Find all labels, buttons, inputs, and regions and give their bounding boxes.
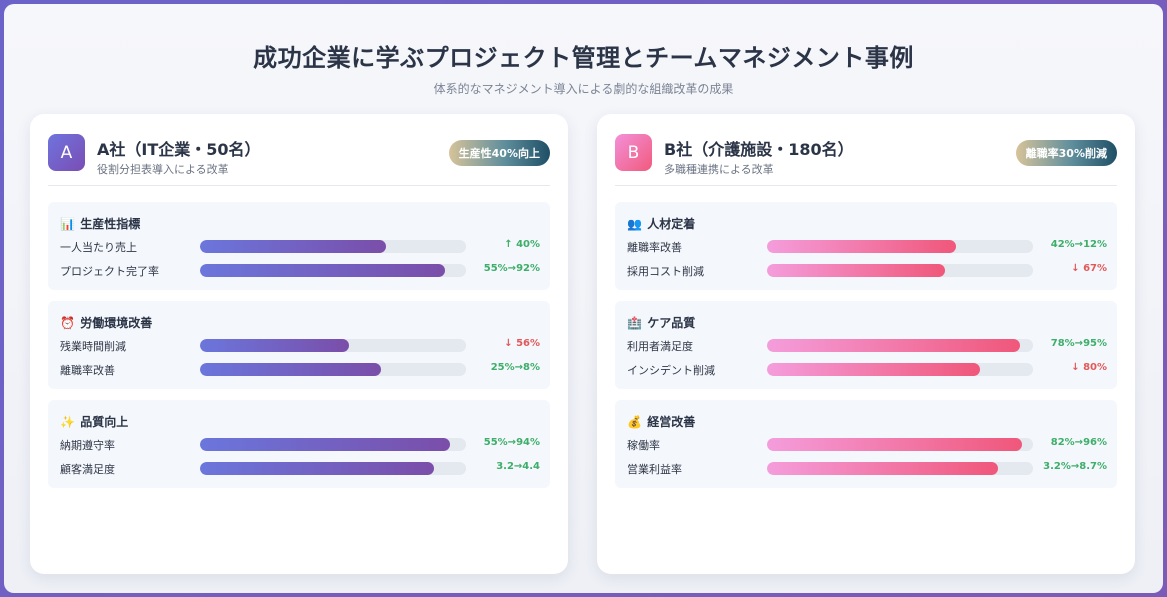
section-title: 👥 人材定着: [627, 215, 695, 232]
section-title-label: 人材定着: [647, 217, 696, 231]
company-description: 役割分担表導入による改革: [97, 163, 229, 176]
metric-value: 55%→94%: [483, 437, 540, 448]
metric-value: ↓ 56%: [504, 338, 540, 349]
card-header: A A社（IT企業・50名） 役割分担表導入による改革 生産性40%向上: [48, 134, 550, 186]
company-avatar: A: [48, 134, 85, 171]
metric-value: 55%→92%: [483, 263, 540, 274]
section-title: 🏥 ケア品質: [627, 314, 695, 331]
metric-progress-bar: [200, 264, 466, 277]
metric-row: 離職率改善 25%→8%: [60, 361, 540, 377]
metric-label: 離職率改善: [627, 241, 682, 254]
metric-value: 25%→8%: [490, 362, 540, 373]
metric-row: 一人当たり売上 ↑ 40%: [60, 238, 540, 254]
section-title: ⏰ 労働環境改善: [60, 314, 152, 331]
metric-label: 一人当たり売上: [60, 241, 137, 254]
company-description: 多職種連携による改革: [664, 163, 774, 176]
metric-label: 稼働率: [627, 439, 660, 452]
metric-progress-bar: [767, 438, 1033, 451]
metric-value: ↓ 80%: [1071, 362, 1107, 373]
section-title-label: 品質向上: [80, 415, 129, 429]
section-title-label: 経営改善: [647, 415, 696, 429]
metric-row: 顧客満足度 3.2→4.4: [60, 460, 540, 476]
metric-progress-fill: [767, 240, 956, 253]
metric-row: インシデント削減 ↓ 80%: [627, 361, 1107, 377]
section-title-label: 労働環境改善: [80, 316, 153, 330]
card-header: B B社（介護施設・180名） 多職種連携による改革 離職率30%削減: [615, 134, 1117, 186]
metric-progress-bar: [767, 363, 1033, 376]
metric-label: 納期遵守率: [60, 439, 115, 452]
metric-row: 稼働率 82%→96%: [627, 436, 1107, 452]
metric-value: 42%→12%: [1050, 239, 1107, 250]
metric-label: 顧客満足度: [60, 463, 115, 476]
metric-progress-bar: [200, 363, 466, 376]
bar-chart-icon: 📊: [60, 217, 75, 231]
page-title: 成功企業に学ぶプロジェクト管理とチームマネジメント事例: [253, 44, 914, 72]
metric-label: 離職率改善: [60, 364, 115, 377]
metric-value: 82%→96%: [1050, 437, 1107, 448]
section-title: 💰 経営改善: [627, 413, 695, 430]
metric-progress-bar: [767, 462, 1033, 475]
metric-progress-fill: [200, 462, 435, 475]
metric-progress-fill: [767, 462, 999, 475]
metric-section: ⏰ 労働環境改善 残業時間削減 ↓ 56% 離職率改善 25%→8%: [48, 301, 550, 389]
metric-label: インシデント削減: [627, 364, 715, 377]
metric-progress-fill: [767, 339, 1020, 352]
metric-progress-bar: [200, 240, 466, 253]
metric-row: 営業利益率 3.2%→8.7%: [627, 460, 1107, 476]
section-title: 📊 生産性指標: [60, 215, 140, 232]
metric-progress-fill: [200, 363, 381, 376]
metric-label: 営業利益率: [627, 463, 682, 476]
metric-label: 残業時間削減: [60, 340, 126, 353]
metric-progress-fill: [200, 264, 445, 277]
company-avatar: B: [615, 134, 652, 171]
money-bag-icon: 💰: [627, 415, 642, 429]
metric-value: ↓ 67%: [1071, 263, 1107, 274]
metric-progress-bar: [200, 462, 466, 475]
section-title: ✨ 品質向上: [60, 413, 128, 430]
people-icon: 👥: [627, 217, 642, 231]
hospital-icon: 🏥: [627, 316, 642, 330]
metric-value: 3.2%→8.7%: [1043, 461, 1107, 472]
metric-progress-fill: [767, 264, 946, 277]
result-badge: 生産性40%向上: [448, 140, 550, 166]
section-title-label: 生産性指標: [80, 217, 141, 231]
result-badge: 離職率30%削減: [1015, 140, 1117, 166]
metric-progress-bar: [767, 264, 1033, 277]
metric-row: プロジェクト完了率 55%→92%: [60, 262, 540, 278]
metric-row: 離職率改善 42%→12%: [627, 238, 1107, 254]
metric-progress-bar: [767, 240, 1033, 253]
metric-row: 採用コスト削減 ↓ 67%: [627, 262, 1107, 278]
metric-progress-fill: [200, 240, 387, 253]
metric-progress-fill: [200, 339, 349, 352]
metric-section: ✨ 品質向上 納期遵守率 55%→94% 顧客満足度 3.2→4.4: [48, 400, 550, 488]
metric-progress-bar: [200, 339, 466, 352]
metric-section: 💰 経営改善 稼働率 82%→96% 営業利益率 3.2%→8.7%: [615, 400, 1117, 488]
metric-section: 📊 生産性指標 一人当たり売上 ↑ 40% プロジェクト完了率 55%→92%: [48, 202, 550, 290]
metric-row: 利用者満足度 78%→95%: [627, 337, 1107, 353]
alarm-clock-icon: ⏰: [60, 316, 75, 330]
company-card-b: B B社（介護施設・180名） 多職種連携による改革 離職率30%削減 👥 人材…: [597, 114, 1135, 574]
metric-row: 納期遵守率 55%→94%: [60, 436, 540, 452]
metric-label: プロジェクト完了率: [60, 265, 159, 278]
metric-label: 採用コスト削減: [627, 265, 704, 278]
company-name: B社（介護施設・180名）: [664, 140, 854, 159]
section-title-label: ケア品質: [647, 316, 696, 330]
metric-label: 利用者満足度: [627, 340, 693, 353]
metric-progress-fill: [767, 438, 1023, 451]
metric-progress-bar: [767, 339, 1033, 352]
metric-value: 78%→95%: [1050, 338, 1107, 349]
company-name: A社（IT企業・50名）: [97, 140, 261, 159]
page-subtitle: 体系的なマネジメント導入による劇的な組織改革の成果: [433, 82, 734, 96]
metric-progress-fill: [767, 363, 980, 376]
metric-progress-bar: [200, 438, 466, 451]
metric-row: 残業時間削減 ↓ 56%: [60, 337, 540, 353]
sparkles-icon: ✨: [60, 415, 75, 429]
metric-section: 🏥 ケア品質 利用者満足度 78%→95% インシデント削減 ↓ 80%: [615, 301, 1117, 389]
page-frame: 成功企業に学ぶプロジェクト管理とチームマネジメント事例 体系的なマネジメント導入…: [4, 4, 1163, 593]
metric-progress-fill: [200, 438, 451, 451]
metric-section: 👥 人材定着 離職率改善 42%→12% 採用コスト削減 ↓ 67%: [615, 202, 1117, 290]
metric-value: 3.2→4.4: [496, 461, 540, 472]
company-card-a: A A社（IT企業・50名） 役割分担表導入による改革 生産性40%向上 📊 生…: [30, 114, 568, 574]
metric-value: ↑ 40%: [504, 239, 540, 250]
